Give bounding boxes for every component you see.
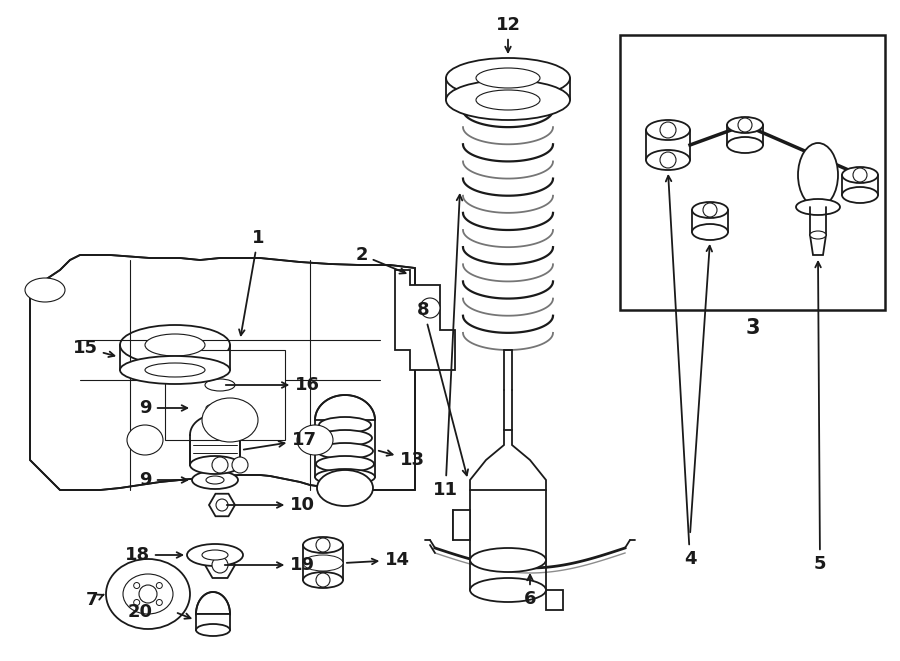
- Ellipse shape: [317, 443, 373, 459]
- Polygon shape: [395, 270, 455, 370]
- Circle shape: [232, 457, 248, 473]
- Polygon shape: [470, 430, 546, 490]
- Text: 16: 16: [226, 376, 320, 394]
- Bar: [165, 350, 285, 440]
- Text: 18: 18: [125, 546, 182, 564]
- Ellipse shape: [646, 120, 690, 140]
- Text: 1: 1: [239, 229, 265, 335]
- Ellipse shape: [476, 68, 540, 88]
- Ellipse shape: [206, 476, 224, 484]
- Polygon shape: [470, 590, 563, 610]
- Ellipse shape: [692, 224, 728, 240]
- Ellipse shape: [196, 608, 230, 620]
- Circle shape: [139, 585, 157, 603]
- Ellipse shape: [120, 325, 230, 365]
- Ellipse shape: [202, 398, 258, 442]
- Ellipse shape: [188, 372, 252, 398]
- Ellipse shape: [476, 90, 540, 110]
- Ellipse shape: [190, 456, 240, 474]
- Text: 4: 4: [666, 176, 697, 568]
- Text: 17: 17: [244, 431, 317, 449]
- Text: 9: 9: [140, 471, 187, 489]
- Ellipse shape: [297, 425, 333, 455]
- Ellipse shape: [303, 572, 343, 588]
- Circle shape: [134, 582, 140, 588]
- Circle shape: [660, 122, 676, 138]
- Ellipse shape: [127, 425, 163, 455]
- Text: 5: 5: [814, 262, 826, 573]
- Circle shape: [216, 499, 228, 511]
- Text: 13: 13: [379, 450, 425, 469]
- Ellipse shape: [120, 356, 230, 384]
- Ellipse shape: [842, 187, 878, 203]
- Text: 15: 15: [73, 339, 114, 357]
- Ellipse shape: [192, 399, 238, 417]
- Text: 11: 11: [433, 195, 463, 499]
- Ellipse shape: [206, 404, 224, 412]
- Ellipse shape: [192, 471, 238, 489]
- Ellipse shape: [446, 58, 570, 98]
- Text: 7: 7: [86, 591, 104, 609]
- Text: 9: 9: [140, 399, 187, 417]
- Ellipse shape: [205, 379, 235, 391]
- Ellipse shape: [810, 231, 826, 239]
- Ellipse shape: [106, 559, 190, 629]
- Circle shape: [660, 152, 676, 168]
- Ellipse shape: [25, 278, 65, 302]
- Text: 10: 10: [227, 496, 315, 514]
- Circle shape: [157, 582, 162, 588]
- Ellipse shape: [470, 578, 546, 602]
- Ellipse shape: [123, 574, 173, 614]
- Bar: [196, 614, 230, 630]
- Ellipse shape: [727, 117, 763, 133]
- Polygon shape: [810, 235, 826, 255]
- Circle shape: [853, 168, 867, 182]
- Ellipse shape: [727, 137, 763, 153]
- Ellipse shape: [842, 167, 878, 183]
- Text: 8: 8: [418, 301, 468, 475]
- Bar: [620, 35, 885, 310]
- Text: 20: 20: [128, 603, 152, 621]
- Ellipse shape: [798, 143, 838, 207]
- Circle shape: [316, 573, 330, 587]
- Text: 19: 19: [225, 556, 315, 574]
- Ellipse shape: [316, 456, 374, 472]
- Polygon shape: [453, 510, 470, 540]
- Circle shape: [212, 557, 228, 573]
- Circle shape: [738, 118, 752, 132]
- Text: 2: 2: [356, 246, 406, 274]
- Ellipse shape: [303, 537, 343, 553]
- Text: 14: 14: [346, 551, 410, 569]
- Ellipse shape: [315, 469, 375, 485]
- Ellipse shape: [318, 430, 372, 446]
- Ellipse shape: [319, 417, 371, 433]
- Ellipse shape: [646, 150, 690, 170]
- Circle shape: [703, 203, 717, 217]
- Circle shape: [157, 600, 162, 605]
- Polygon shape: [205, 552, 235, 578]
- Ellipse shape: [796, 199, 840, 215]
- Text: 12: 12: [496, 16, 520, 52]
- Polygon shape: [190, 415, 240, 465]
- Ellipse shape: [145, 363, 205, 377]
- Text: 6: 6: [524, 575, 536, 608]
- Ellipse shape: [470, 548, 546, 572]
- Circle shape: [134, 600, 140, 605]
- Ellipse shape: [202, 550, 228, 560]
- Ellipse shape: [317, 470, 373, 506]
- Ellipse shape: [303, 555, 343, 571]
- Polygon shape: [209, 494, 235, 516]
- Ellipse shape: [145, 334, 205, 356]
- Ellipse shape: [692, 202, 728, 218]
- Ellipse shape: [187, 544, 243, 566]
- Ellipse shape: [196, 624, 230, 636]
- Text: 3: 3: [745, 318, 760, 338]
- Circle shape: [212, 457, 228, 473]
- Polygon shape: [196, 592, 230, 614]
- Polygon shape: [30, 255, 415, 490]
- Polygon shape: [315, 395, 375, 420]
- Circle shape: [316, 538, 330, 552]
- Ellipse shape: [446, 80, 570, 120]
- Circle shape: [420, 298, 440, 318]
